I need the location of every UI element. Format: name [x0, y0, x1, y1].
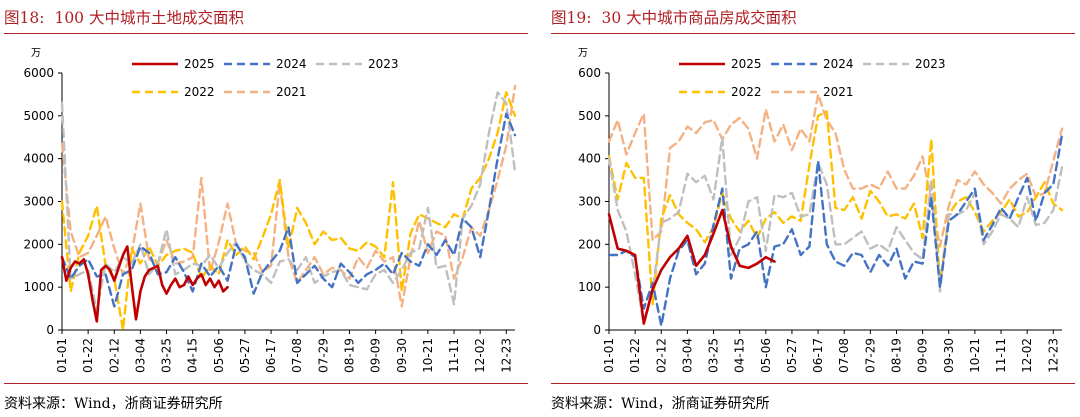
housing-area-line-chart: 万 0 100 200 300 400 500 600 01-01 01-22 02-12 03-04…	[578, 48, 1064, 373]
y-tick-label: 0	[46, 323, 54, 337]
x-tick-label: 03-25	[160, 338, 174, 373]
x-tick-label: 05-27	[238, 338, 252, 373]
legend-label-2022: 2022	[184, 85, 215, 99]
figure-title: 图18: 100 大中城市土地成交面积	[4, 6, 244, 30]
y-tick-label: 3000	[23, 195, 54, 209]
y-unit-label: 万	[578, 48, 588, 59]
figure-title: 图19: 30 大中城市商品房成交面积	[551, 6, 797, 30]
x-tick-label: 09-30	[395, 338, 409, 373]
x-tick-label: 12-02	[473, 338, 487, 373]
series-line-2023	[607, 136, 1064, 325]
legend-label-2025: 2025	[731, 57, 762, 71]
y-tick-label: 1000	[23, 280, 54, 294]
figure-title-text: 30 大中城市商品房成交面积	[601, 9, 797, 27]
figure-number: 图18:	[4, 9, 45, 27]
x-tick-label: 01-01	[55, 338, 69, 373]
x-tick-label: 03-04	[133, 338, 147, 373]
x-tick-label: 06-17	[264, 338, 278, 373]
y-tick-label: 500	[578, 109, 601, 123]
y-tick-label: 100	[578, 280, 601, 294]
x-tick-label: 07-08	[837, 338, 851, 373]
source-note: 资料来源：Wind，浙商证券研究所	[551, 396, 770, 412]
series-line-2025	[607, 208, 776, 325]
x-tick-label: 03-04	[680, 338, 694, 373]
title-rule	[551, 33, 1075, 34]
x-tick-label: 03-25	[707, 338, 721, 373]
x-tick-label: 08-19	[889, 338, 903, 373]
x-tick-label: 04-15	[186, 338, 200, 373]
x-tick-label: 09-09	[369, 338, 383, 373]
legend-label-2022: 2022	[731, 85, 762, 99]
figure-panel-land-area: 图18: 100 大中城市土地成交面积 万 0 1000 2000 3000 4000 500…	[4, 0, 532, 417]
figure-panel-housing-area: 图19: 30 大中城市商品房成交面积 万 0 100 200 300 400 500 600 0…	[551, 0, 1079, 417]
legend-label-2023: 2023	[915, 57, 946, 71]
x-tick-label: 10-21	[421, 338, 435, 373]
x-tick-label: 12-23	[1046, 338, 1060, 373]
x-tick-label: 07-08	[290, 338, 304, 373]
legend-label-2023: 2023	[368, 57, 399, 71]
legend-label-2021: 2021	[276, 85, 307, 99]
legend-label-2024: 2024	[823, 57, 854, 71]
source-rule	[551, 383, 1075, 384]
series-line-2024	[60, 112, 517, 308]
figure-number: 图19:	[551, 9, 592, 27]
x-tick-label: 07-29	[863, 338, 877, 373]
y-tick-label: 200	[578, 237, 601, 251]
y-tick-label: 4000	[23, 152, 54, 166]
source-rule	[4, 383, 528, 384]
y-unit-label: 万	[31, 48, 41, 59]
series-line-2022	[60, 91, 517, 332]
x-tick-label: 01-22	[81, 338, 95, 373]
x-tick-label: 11-11	[447, 338, 461, 373]
x-tick-label: 11-11	[994, 338, 1008, 373]
x-tick-label: 05-06	[212, 338, 226, 373]
x-tick-label: 12-02	[1020, 338, 1034, 373]
x-tick-label: 08-19	[342, 338, 356, 373]
series-line-2021	[60, 84, 517, 308]
y-tick-label: 0	[593, 323, 601, 337]
figure-title-text: 100 大中城市土地成交面积	[54, 9, 244, 27]
series-line-2023	[60, 91, 517, 312]
x-tick-label: 07-29	[316, 338, 330, 373]
x-tick-label: 02-12	[107, 338, 121, 373]
x-tick-label: 04-15	[733, 338, 747, 373]
x-tick-label: 01-22	[628, 338, 642, 373]
series-line-2022	[607, 110, 1064, 306]
series-line-2024	[607, 133, 1064, 327]
x-tick-label: 09-09	[916, 338, 930, 373]
legend-label-2021: 2021	[823, 85, 854, 99]
y-tick-label: 400	[578, 152, 601, 166]
x-tick-label: 01-01	[602, 338, 616, 373]
x-tick-label: 10-21	[968, 338, 982, 373]
title-rule	[4, 33, 528, 34]
y-tick-label: 2000	[23, 237, 54, 251]
y-tick-label: 300	[578, 195, 601, 209]
series-line-2025	[60, 245, 229, 323]
x-tick-label: 02-12	[654, 338, 668, 373]
y-tick-label: 600	[578, 66, 601, 80]
legend-label-2024: 2024	[276, 57, 307, 71]
land-area-line-chart: 万 0 1000 2000 3000 4000 5000 6000 01-01 01-22 02-1…	[23, 48, 517, 373]
x-tick-label: 05-06	[759, 338, 773, 373]
source-note: 资料来源：Wind，浙商证券研究所	[4, 396, 223, 412]
series-line-2021	[607, 93, 1064, 248]
y-tick-label: 5000	[23, 109, 54, 123]
y-tick-label: 6000	[23, 66, 54, 80]
x-tick-label: 12-23	[499, 338, 513, 373]
x-tick-label: 06-17	[811, 338, 825, 373]
legend-label-2025: 2025	[184, 57, 215, 71]
x-tick-label: 05-27	[785, 338, 799, 373]
x-tick-label: 09-30	[942, 338, 956, 373]
